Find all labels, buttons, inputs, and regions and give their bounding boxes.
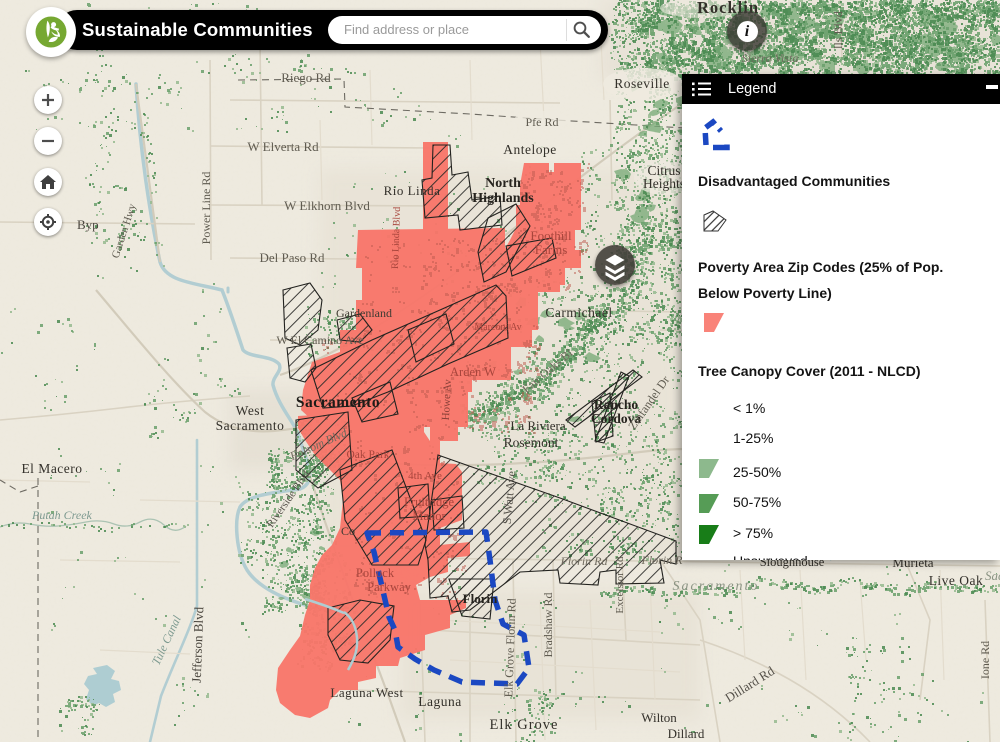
svg-text:Rio Linda Blvd: Rio Linda Blvd [390, 207, 403, 270]
svg-text:Farms: Farms [535, 242, 568, 257]
svg-text:Highlands: Highlands [472, 191, 534, 206]
svg-text:Sacramento: Sacramento [216, 418, 285, 433]
svg-text:Sacramento: Sacramento [296, 394, 380, 411]
svg-text:Laguna: Laguna [418, 694, 461, 709]
svg-text:Foothill: Foothill [530, 228, 572, 243]
svg-text:Co: Co [341, 524, 355, 538]
svg-text:Pfe Rd: Pfe Rd [526, 115, 559, 129]
svg-text:Parkway: Parkway [367, 580, 411, 594]
svg-text:Florin R: Florin R [641, 553, 684, 567]
svg-text:Citrus: Citrus [647, 163, 680, 178]
svg-text:Riego Rd: Riego Rd [281, 70, 331, 85]
svg-text:W Elkhorn Blvd: W Elkhorn Blvd [284, 198, 370, 213]
svg-text:El Macero: El Macero [21, 461, 82, 476]
svg-text:Antelope: Antelope [503, 142, 557, 157]
svg-text:Marconi Av: Marconi Av [474, 322, 521, 333]
svg-text:Florin: Florin [463, 591, 498, 606]
svg-text:Cordova: Cordova [591, 411, 641, 426]
svg-text:Rancho: Rancho [594, 397, 639, 412]
svg-text:Arden W: Arden W [450, 365, 496, 379]
svg-text:Laguna West: Laguna West [330, 685, 403, 700]
svg-text:Byp: Byp [77, 217, 99, 232]
svg-text:Power Line Rd: Power Line Rd [199, 172, 213, 245]
svg-text:Live Oak: Live Oak [929, 573, 984, 588]
svg-text:Putah Creek: Putah Creek [31, 508, 93, 522]
svg-text:Heights: Heights [643, 176, 685, 191]
svg-text:Carmichael: Carmichael [545, 305, 612, 320]
svg-text:Elk Grove: Elk Grove [490, 717, 559, 733]
svg-text:North: North [485, 176, 521, 191]
svg-text:West: West [236, 403, 265, 418]
svg-text:Jefferson Blvd: Jefferson Blvd [189, 606, 207, 683]
svg-text:W Elverta Rd: W Elverta Rd [247, 139, 319, 154]
svg-text:S Watt Ave: S Watt Ave [500, 471, 519, 525]
svg-text:Roseville: Roseville [614, 76, 670, 91]
svg-text:Florin Rd: Florin Rd [560, 554, 609, 568]
svg-text:4th Ave: 4th Ave [408, 470, 442, 482]
svg-text:Bradshaw Rd: Bradshaw Rd [541, 593, 555, 658]
svg-text:Sacr: Sacr [985, 568, 1000, 583]
svg-text:La Riviera: La Riviera [510, 418, 565, 433]
svg-text:Del Paso Rd: Del Paso Rd [260, 250, 326, 265]
svg-text:Elk Grove Florin Rd: Elk Grove Florin Rd [501, 598, 518, 697]
svg-text:W El Camino Ave: W El Camino Ave [276, 333, 363, 347]
svg-text:Sacramento: Sacramento [673, 579, 760, 594]
svg-text:Excelsior Rd: Excelsior Rd [614, 556, 626, 614]
svg-text:Oak Park: Oak Park [346, 449, 389, 461]
svg-text:Fruitridge: Fruitridge [404, 495, 454, 509]
svg-text:Howe Av: Howe Av [440, 379, 454, 421]
svg-text:Wilton: Wilton [641, 710, 677, 725]
svg-text:Gardenland: Gardenland [336, 306, 392, 320]
svg-text:Ione Rd: Ione Rd [978, 641, 992, 679]
svg-text:Sierra Vista: Sierra Vista [742, 51, 799, 65]
svg-text:Manor: Manor [412, 509, 446, 523]
svg-text:Rosemont: Rosemont [504, 435, 559, 450]
svg-text:Pollock: Pollock [356, 566, 395, 580]
svg-text:Dillard: Dillard [668, 726, 705, 741]
svg-text:Rio Linda: Rio Linda [384, 183, 441, 198]
svg-text:lls Blvd: lls Blvd [831, 11, 845, 49]
